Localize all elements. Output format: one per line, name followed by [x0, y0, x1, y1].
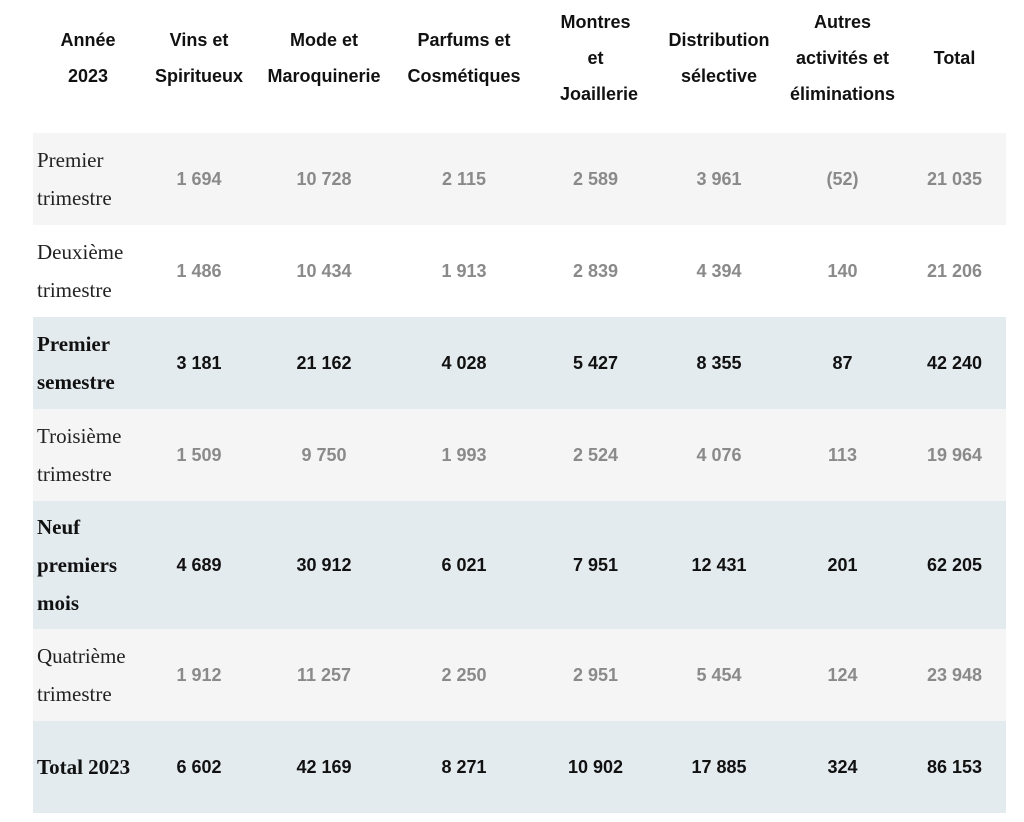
cell-value: 7 951: [572, 554, 619, 575]
cell-value: 3 961: [696, 168, 742, 189]
cell-value: 21 162: [296, 352, 352, 373]
cell-value: 8 355: [696, 352, 742, 373]
table-row: Quatrième trimestre 1 912 11 257 2 250 2 951…: [33, 629, 1006, 721]
cell-value: 324: [827, 756, 858, 777]
cell-value: 140: [827, 260, 858, 281]
cell-value: 1 509: [176, 444, 222, 465]
cell-value: 1 913: [441, 260, 487, 281]
cell-value: 17 885: [691, 756, 747, 777]
column-header: Total: [933, 47, 976, 68]
row-label: Troisième trimestre: [37, 424, 122, 486]
cell-value: 201: [827, 554, 858, 575]
cell-value: 42 240: [926, 352, 983, 373]
column-header: Montres et Joaillerie: [560, 11, 639, 104]
column-header: Vins et Spiritueux: [154, 29, 243, 86]
cell-value: 42 169: [296, 756, 352, 777]
cell-value: 2 951: [572, 664, 619, 685]
cell-value: 5 454: [696, 664, 742, 685]
cell-value: 4 689: [176, 554, 222, 575]
cell-value: 30 912: [296, 554, 352, 575]
cell-value: 62 205: [926, 554, 983, 575]
cell-value: 12 431: [691, 554, 747, 575]
column-header: Distribution sélective: [668, 29, 770, 86]
cell-value: 21 035: [926, 168, 983, 189]
table-header: Année 2023 Vins et Spiritueux Mode et Maro…: [33, 0, 1006, 133]
table-body: Premier trimestre 1 694 10 728 2 115 2 589 3 …: [33, 133, 1006, 813]
cell-value: 2 589: [572, 168, 619, 189]
cell-value: 19 964: [926, 444, 983, 465]
column-header: Année 2023: [60, 29, 116, 86]
table-row: Total 2023 6 602 42 169 8 271 10 902 17 885 32…: [33, 721, 1006, 813]
cell-value: 4 028: [441, 352, 487, 373]
cell-value: 3 181: [176, 352, 222, 373]
table-row: Deuxième trimestre 1 486 10 434 1 913 2 839 4…: [33, 225, 1006, 317]
cell-value: 21 206: [926, 260, 983, 281]
cell-value: 2 250: [441, 664, 487, 685]
cell-value: 10 434: [296, 260, 352, 281]
cell-value: 1 486: [176, 260, 222, 281]
column-header: Parfums et Cosmétiques: [407, 29, 521, 86]
cell-value: 87: [832, 352, 853, 373]
cell-value: 4 076: [696, 444, 742, 465]
cell-value: 10 728: [296, 168, 352, 189]
cell-value: 2 524: [572, 444, 619, 465]
cell-value: (52): [826, 168, 859, 189]
row-label: Premier trimestre: [37, 148, 112, 210]
cell-value: 9 750: [301, 444, 347, 465]
cell-value: 2 839: [572, 260, 619, 281]
cell-value: 6 021: [441, 554, 487, 575]
data-table: Année 2023 Vins et Spiritueux Mode et Maro…: [33, 0, 1006, 813]
table-row: Neuf premiers mois 4 689 30 912 6 021 7 951 1…: [33, 501, 1006, 629]
cell-value: 2 115: [441, 168, 487, 189]
cell-value: 1 993: [441, 444, 487, 465]
row-label: Premier semestre: [37, 332, 115, 394]
row-label: Deuxième trimestre: [37, 240, 124, 302]
table-row: Premier trimestre 1 694 10 728 2 115 2 589 3 …: [33, 133, 1006, 225]
cell-value: 10 902: [567, 756, 624, 777]
table-row: Premier semestre 3 181 21 162 4 028 5 427 8 3…: [33, 317, 1006, 409]
cell-value: 113: [827, 444, 858, 465]
cell-value: 5 427: [572, 352, 619, 373]
column-header: Autres activités et éliminations: [789, 11, 896, 104]
cell-value: 4 394: [696, 260, 742, 281]
row-label: Neuf premiers mois: [37, 515, 118, 615]
cell-value: 6 602: [176, 756, 222, 777]
row-label: Quatrième trimestre: [37, 644, 126, 706]
cell-value: 23 948: [926, 664, 983, 685]
row-label: Total 2023: [37, 755, 131, 779]
cell-value: 1 912: [176, 664, 222, 685]
cell-value: 86 153: [926, 756, 983, 777]
cell-value: 1 694: [176, 168, 222, 189]
header-row: Année 2023 Vins et Spiritueux Mode et Maro…: [33, 0, 1006, 133]
column-header: Mode et Maroquinerie: [267, 29, 381, 86]
table-row: Troisième trimestre 1 509 9 750 1 993 2 524 4…: [33, 409, 1006, 501]
cell-value: 11 257: [296, 664, 352, 685]
cell-value: 124: [827, 664, 858, 685]
cell-value: 8 271: [441, 756, 487, 777]
